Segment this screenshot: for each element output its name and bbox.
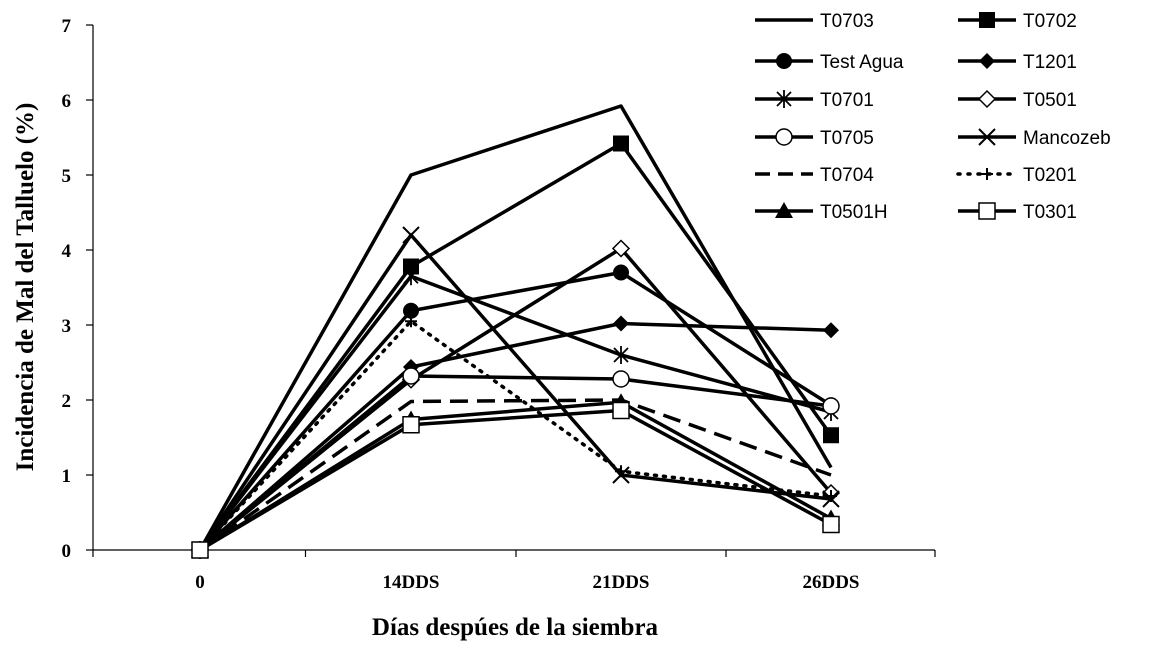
y-tick-label: 1 [62,466,72,487]
y-tick-label: 6 [62,91,72,112]
legend-item-test-agua-marker [776,53,792,69]
series-mancozeb-point-1-marker [402,226,420,244]
series-t0703 [192,104,833,558]
legend-item-t0301-label: T0301 [1023,202,1077,223]
legend-item-t0701: T0701 [755,90,874,111]
legend-item-mancozeb-marker [978,128,996,146]
legend-item-t0501h-marker [775,202,793,218]
legend-item-t0701-marker [776,90,792,108]
series-t0701-line [198,274,832,552]
series-t1201-point-3-marker [823,322,839,339]
y-tick-label: 2 [62,391,72,412]
legend-item-test-agua: Test Agua [755,52,904,73]
series-t0301-point-0-marker [191,541,209,559]
x-tick-label: 0 [195,572,205,593]
x-tick-label: 21DDS [592,572,649,593]
series-t0501h-line [199,400,832,552]
series-t0705-point-1-marker [402,367,420,385]
legend-item-t0201-label: T0201 [1023,165,1077,186]
series-test-agua-line [198,270,832,552]
series-t0704-line [198,398,832,552]
y-ticks: 0 1 2 3 4 5 6 7 [62,16,93,562]
legend-item-mancozeb-label: Mancozeb [1023,128,1111,149]
series-t0201-point-3-marker [825,490,837,502]
legend-item-t0702-marker [979,12,995,28]
series-t0702-line [198,141,833,552]
y-tick-label: 5 [62,166,72,187]
legend-item-t0501h-label: T0501H [820,202,888,223]
series-t0301-point-3-marker [822,515,840,534]
series-t0702-point-3-marker [823,427,839,444]
series-t0201-point-1-marker [405,315,417,328]
legend-item-t0301: T0301 [958,202,1077,223]
series-test-agua-point-1-marker [403,302,419,319]
y-tick-label: 0 [62,541,72,562]
y-tick-label: 3 [62,316,72,337]
legend-item-t0701-label: T0701 [820,90,874,111]
x-tick-label: 26DDS [802,572,859,593]
series-t0705-point-2-marker [612,370,630,388]
series-t0701-point-1-marker [403,267,419,286]
legend-item-t0704: T0704 [755,165,874,186]
series-t0201-line [198,319,833,552]
y-axis-title: Incidencia de Mal del Talluelo (%) [12,103,39,472]
y-tick-label: 4 [62,241,72,262]
legend-item-t0705: T0705 [755,128,874,149]
legend-item-t0201-marker [981,168,993,180]
legend-item-t0501h: T0501H [755,202,888,223]
legend-item-t1201-label: T1201 [1023,52,1077,73]
series-t0301-point-1-marker [402,416,420,434]
legend-item-t1201-marker [979,53,995,69]
series-t0301 [191,401,840,559]
legend-item-t0702: T0702 [958,11,1077,32]
series-t0201-point-2-marker [615,465,627,478]
series-layer [190,104,841,560]
legend: T0703 T0702 Test Agua T1201 T0701 T0501 T0705 M… [755,11,1111,223]
axes [92,25,935,551]
series-t0705-line [198,374,832,552]
x-ticks: 0 14DDS 21DDS 26DDS [92,550,936,593]
series-t0501-point-2-marker [611,239,631,258]
legend-item-t1201: T1201 [958,52,1077,73]
legend-item-t0201: T0201 [956,165,1077,186]
series-t0701-point-2-marker [613,346,629,364]
legend-item-t0705-label: T0705 [820,128,874,149]
series-t0301-point-2-marker [612,401,630,420]
series-t0702-point-1-marker [403,258,419,275]
legend-item-t0501-label: T0501 [1023,90,1077,111]
series-mancozeb-line [198,233,832,551]
series-test-agua-point-2-marker [613,264,629,281]
legend-item-t0702-label: T0702 [1023,11,1077,32]
legend-item-t0703: T0703 [755,11,874,32]
series-t1201-point-2-marker [613,315,629,332]
x-tick-label: 14DDS [382,572,439,593]
series-t0705-point-3-marker [822,397,840,415]
legend-item-t0704-label: T0704 [820,165,874,186]
y-tick-label: 7 [62,16,72,37]
series-t0301-line [199,408,832,552]
legend-item-t0501: T0501 [958,89,1077,111]
legend-item-t0501-marker [977,89,997,109]
legend-item-t0301-marker [978,202,996,220]
legend-item-t0705-marker [775,128,793,146]
x-axis-title: Días despúes de la siembra [372,614,659,641]
legend-item-test-agua-label: Test Agua [820,52,904,73]
series-t0201 [194,315,837,556]
series-t0702-point-2-marker [613,135,629,152]
series-t1201-line [198,321,832,552]
legend-item-t0703-label: T0703 [820,11,874,32]
legend-item-mancozeb: Mancozeb [958,128,1111,149]
